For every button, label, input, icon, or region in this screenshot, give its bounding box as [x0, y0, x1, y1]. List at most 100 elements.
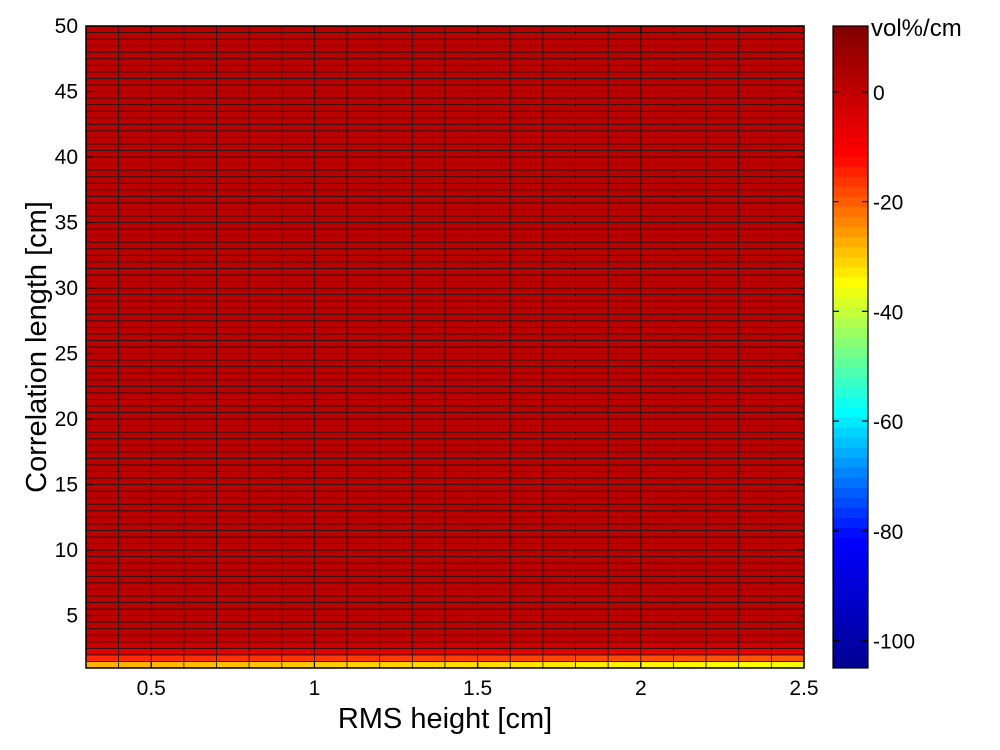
heatmap-cell: [281, 261, 315, 269]
heatmap-cell: [738, 163, 772, 171]
heatmap-cell: [673, 451, 707, 459]
heatmap-cell: [150, 163, 185, 171]
heatmap-cell: [281, 267, 315, 276]
heatmap-cell: [770, 569, 805, 577]
heatmap-cell: [640, 117, 674, 125]
heatmap-cell: [575, 195, 609, 204]
heatmap-cell: [607, 490, 642, 499]
heatmap-cell: [770, 372, 805, 381]
heatmap-cell: [477, 536, 511, 544]
colorbar-band: [833, 547, 868, 559]
heatmap-cell: [346, 71, 381, 79]
heatmap-cell: [509, 477, 544, 485]
heatmap-cell: [346, 399, 381, 407]
heatmap-cell: [705, 254, 740, 263]
heatmap-cell: [705, 602, 740, 610]
heatmap-cell: [673, 333, 707, 341]
heatmap-cell: [640, 136, 674, 145]
heatmap-cell: [444, 228, 479, 237]
heatmap-cell: [314, 313, 348, 322]
heatmap-cell: [314, 189, 348, 197]
heatmap-cell: [705, 182, 740, 191]
heatmap-cell: [770, 634, 805, 643]
heatmap-cell: [281, 38, 315, 47]
heatmap-cell: [477, 241, 511, 250]
heatmap-cell: [183, 156, 217, 164]
heatmap-cell: [183, 444, 217, 453]
heatmap-cell: [673, 647, 707, 656]
heatmap-cell: [673, 267, 707, 276]
heatmap-cell: [216, 385, 250, 394]
heatmap-cell: [738, 123, 772, 132]
heatmap-cell: [85, 150, 120, 158]
heatmap-cell: [183, 254, 217, 263]
heatmap-cell: [85, 235, 120, 243]
heatmap-cell: [705, 641, 740, 649]
heatmap-cell: [248, 340, 283, 348]
heatmap-cell: [542, 634, 576, 643]
heatmap-cell: [575, 261, 609, 269]
heatmap-cell: [509, 392, 544, 400]
heatmap-cell: [770, 503, 805, 512]
colorbar-band: [833, 347, 868, 358]
heatmap-cell: [542, 215, 576, 223]
heatmap-cell: [738, 281, 772, 289]
heatmap-cell: [216, 595, 250, 603]
heatmap-cell: [738, 117, 772, 125]
heatmap-cell: [85, 25, 120, 33]
heatmap-cell: [118, 123, 152, 132]
heatmap-cell: [444, 451, 479, 459]
heatmap-cell: [118, 307, 152, 315]
heatmap-cell: [183, 641, 217, 649]
heatmap-cell: [379, 300, 413, 309]
heatmap-cell: [477, 497, 511, 505]
heatmap-cell: [705, 38, 740, 47]
heatmap-cell: [542, 451, 576, 459]
heatmap-cell: [477, 444, 511, 453]
colorbar-band: [833, 166, 868, 177]
heatmap-cell: [770, 313, 805, 322]
heatmap-cell: [607, 608, 642, 616]
heatmap-cell: [673, 497, 707, 505]
heatmap-cell: [673, 235, 707, 243]
heatmap-cell: [738, 91, 772, 99]
heatmap-cell: [411, 628, 446, 636]
heatmap-cell: [118, 477, 152, 485]
heatmap-cell: [85, 379, 120, 387]
heatmap-cell: [673, 457, 707, 466]
heatmap-cell: [673, 543, 707, 551]
heatmap-cell: [738, 451, 772, 459]
heatmap-cell: [216, 431, 250, 440]
heatmap-cell: [85, 608, 120, 616]
heatmap-cell: [738, 602, 772, 610]
heatmap-cell: [216, 294, 250, 302]
heatmap-cell: [509, 451, 544, 459]
heatmap-cell: [738, 503, 772, 512]
heatmap-cell: [150, 392, 185, 400]
heatmap-cell: [509, 25, 544, 33]
heatmap-cell: [575, 117, 609, 125]
heatmap-cell: [85, 641, 120, 649]
heatmap-cell: [346, 307, 381, 315]
heatmap-cell: [379, 490, 413, 499]
x-axis-label: RMS height [cm]: [338, 703, 552, 735]
heatmap-cell: [281, 405, 315, 413]
heatmap-cell: [183, 418, 217, 427]
heatmap-cell: [216, 477, 250, 485]
heatmap-cell: [379, 366, 413, 374]
heatmap-cell: [509, 366, 544, 374]
heatmap-cell: [542, 150, 576, 158]
heatmap-cell: [346, 346, 381, 354]
heatmap-cell: [575, 58, 609, 66]
heatmap-cell: [281, 254, 315, 263]
heatmap-cell: [248, 143, 283, 151]
heatmap-cell: [509, 346, 544, 354]
heatmap-cell: [216, 615, 250, 623]
heatmap-cell: [477, 228, 511, 237]
heatmap-cell: [738, 130, 772, 138]
heatmap-cell: [509, 438, 544, 446]
heatmap-cell: [542, 543, 576, 551]
heatmap-cell: [444, 556, 479, 564]
heatmap-cell: [118, 64, 152, 73]
heatmap-cell: [314, 136, 348, 145]
